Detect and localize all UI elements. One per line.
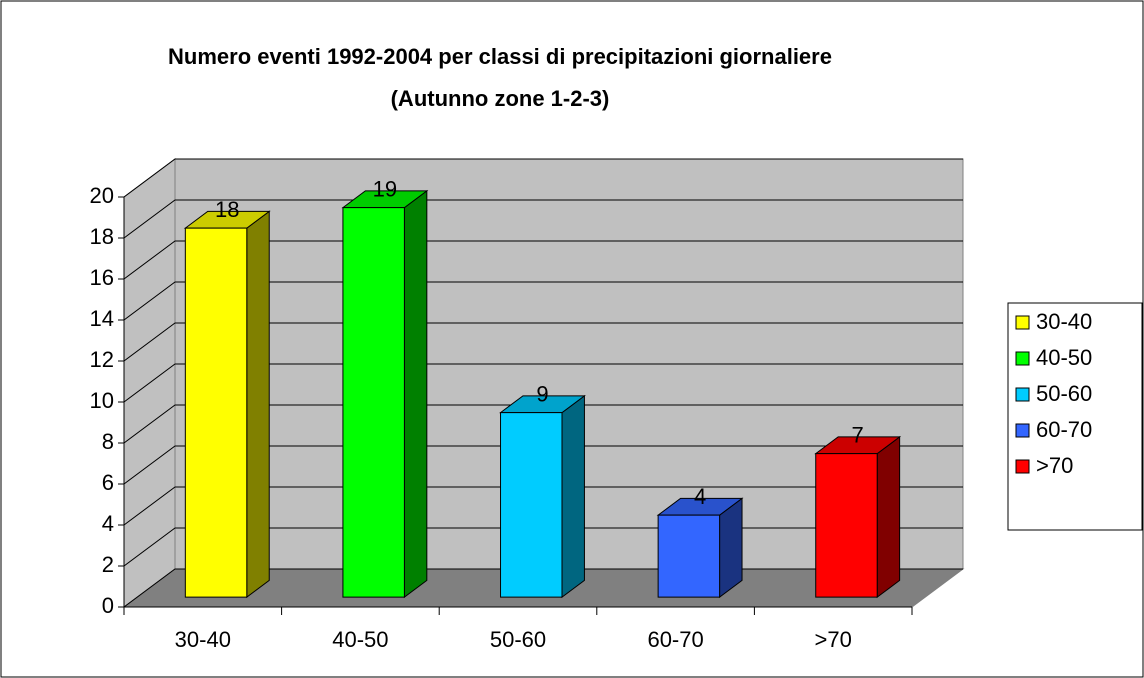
- grid-line: [123, 199, 963, 239]
- data-label: 4: [694, 484, 706, 509]
- legend-swatch: [1015, 315, 1030, 330]
- bar: [184, 227, 248, 598]
- bar: [500, 412, 563, 598]
- x-tick-label: 50-60: [490, 627, 546, 652]
- legend-swatch: [1015, 387, 1030, 402]
- x-tick-label: 40-50: [332, 627, 388, 652]
- legend-label: >70: [1036, 453, 1073, 478]
- grid-line: [123, 158, 963, 198]
- y-tick-label: 6: [102, 470, 114, 495]
- bar-side: [403, 189, 428, 599]
- bar: [657, 514, 721, 598]
- grid-line: [123, 281, 963, 321]
- legend: [1007, 302, 1143, 531]
- data-label: 7: [852, 422, 864, 447]
- x-tick-label: 30-40: [175, 627, 231, 652]
- grid-line: [123, 240, 963, 280]
- y-tick-label: 0: [102, 593, 114, 618]
- bar-side: [876, 435, 901, 599]
- y-tick-label: 16: [90, 265, 114, 290]
- legend-swatch: [1015, 351, 1030, 366]
- y-tick-label: 10: [90, 388, 114, 413]
- x-tick-label: >70: [815, 627, 852, 652]
- bar-side: [561, 394, 585, 599]
- legend-swatch: [1015, 423, 1030, 438]
- y-tick-label: 8: [102, 429, 114, 454]
- grid-line: [123, 404, 963, 444]
- bar-side: [246, 210, 270, 599]
- data-label: 19: [373, 176, 397, 201]
- bar: [815, 453, 878, 598]
- y-tick-label: 4: [102, 511, 114, 536]
- y-tick-label: 18: [90, 224, 114, 249]
- data-label: 18: [215, 197, 239, 222]
- grid-line: [123, 486, 963, 526]
- legend-label: 60-70: [1036, 417, 1092, 442]
- y-tick-label: 12: [90, 347, 114, 372]
- grid-line: [123, 322, 963, 362]
- chart-title: Numero eventi 1992-2004 per classi di pr…: [168, 44, 832, 69]
- y-tick-label: 14: [90, 306, 114, 331]
- legend-label: 50-60: [1036, 381, 1092, 406]
- grid-line: [123, 445, 963, 485]
- legend-swatch: [1015, 459, 1030, 474]
- data-label: 9: [536, 381, 548, 406]
- legend-label: 40-50: [1036, 345, 1092, 370]
- chart-subtitle: (Autunno zone 1-2-3): [391, 86, 610, 111]
- grid-line: [123, 363, 963, 403]
- x-tick-label: 60-70: [647, 627, 703, 652]
- bar: [342, 207, 405, 598]
- y-tick-label: 20: [90, 183, 114, 208]
- y-tick-label: 2: [102, 552, 114, 577]
- legend-label: 30-40: [1036, 309, 1092, 334]
